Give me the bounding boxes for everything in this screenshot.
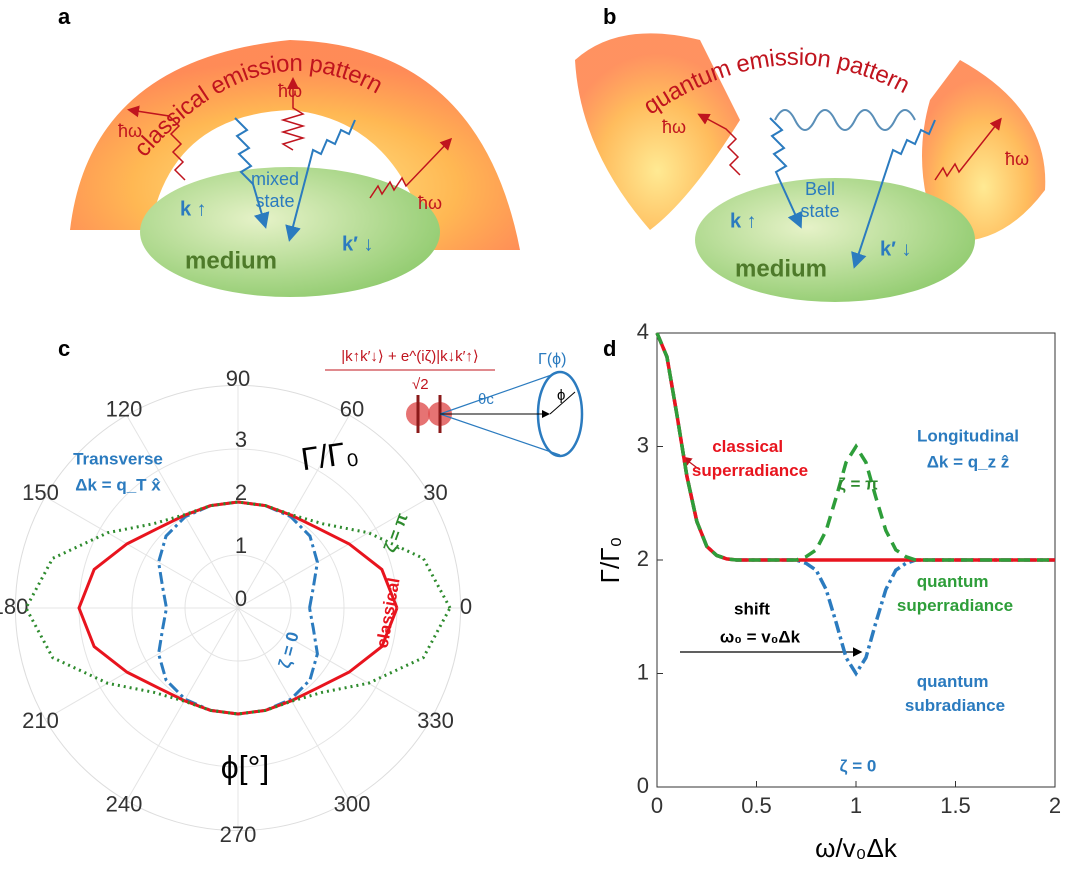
label-line: quantum <box>917 672 994 691</box>
annotation: shift <box>734 599 770 618</box>
x-axis-label: ω/v₀Δk <box>815 833 898 863</box>
theta-tick-label: 300 <box>334 791 371 816</box>
medium-label: medium <box>735 255 827 282</box>
photon-label: ħω <box>118 121 142 141</box>
annotation: Transverse <box>73 449 163 468</box>
y-axis-label: Γ/Γ₀ <box>595 537 625 584</box>
state-label: state <box>800 201 839 221</box>
panel-label: a <box>58 4 71 29</box>
theta-tick-label: 210 <box>22 708 59 733</box>
annotation: ω₀ = v₀Δk <box>720 627 801 646</box>
state-formula: |k↑k′↓⟩ + e^(iζ)|k↓k′↑⟩ <box>341 348 479 365</box>
y-tick-label: 1 <box>637 659 649 684</box>
photon-label: ħω <box>418 193 442 213</box>
theta-tick-label: 90 <box>226 366 250 391</box>
spoke <box>45 497 238 608</box>
annotation: Δk = q_T x̂ <box>75 475 161 494</box>
azimuth-label: ϕ <box>557 387 565 404</box>
theta-tick-label: 120 <box>106 396 143 421</box>
theta-tick-label: 330 <box>417 708 454 733</box>
annotation: Longitudinal <box>917 426 1019 445</box>
photon-label: ħω <box>278 81 302 101</box>
theta-tick-label: 270 <box>220 822 257 847</box>
r-axis-label: Γ/Γ₀ <box>299 434 361 478</box>
r-tick-label: 3 <box>235 427 247 452</box>
k-prime-label: k′ ↓ <box>342 233 373 255</box>
y-tick-label: 4 <box>637 319 649 344</box>
state-label: state <box>255 191 294 211</box>
x-tick-label: 0 <box>651 793 663 818</box>
label-line: classical <box>712 437 788 456</box>
entanglement <box>775 110 915 130</box>
spoke <box>238 497 431 608</box>
series-label: quantum subradiance <box>905 672 1005 715</box>
state-label: mixed <box>251 169 299 189</box>
theta-tick-label: 150 <box>22 480 59 505</box>
annotation: ζ = 0 <box>840 756 877 775</box>
cone-angle-label: θc <box>478 391 494 408</box>
x-tick-label: 2 <box>1049 793 1061 818</box>
series-label: ζ = π <box>380 511 412 555</box>
label-line: superradiance <box>897 596 1013 615</box>
annotation: Δk = q_z ẑ <box>927 452 1010 471</box>
theta-tick-label: 30 <box>423 480 447 505</box>
annotation: ζ = π <box>838 474 878 493</box>
theta-axis-label: ϕ[°] <box>221 749 270 785</box>
spoke <box>127 415 238 608</box>
x-tick-label: 1.5 <box>940 793 971 818</box>
photon-label: ħω <box>662 117 686 137</box>
y-tick-label: 3 <box>637 432 649 457</box>
theta-tick-label: 0 <box>460 594 472 619</box>
photon-label: ħω <box>1005 149 1029 169</box>
r-tick-label: 0 <box>235 586 247 611</box>
spoke <box>238 608 431 719</box>
theta-tick-label: 180 <box>0 594 28 619</box>
panel-label: b <box>603 4 616 29</box>
panel-b: b quantum emission pattern ħω ħω Bell st… <box>575 4 1045 302</box>
k-label: k ↑ <box>730 210 757 232</box>
series-label: classical <box>373 576 404 649</box>
x-tick-label: 1 <box>850 793 862 818</box>
medium-label: medium <box>185 247 277 274</box>
panel-a: a classical emission pattern ħω ħω ħω mi… <box>58 4 520 297</box>
series-label: quantum superradiance <box>897 572 1013 615</box>
spoke <box>45 608 238 719</box>
label-line: superradiance <box>692 461 808 480</box>
label-line: subradiance <box>905 696 1005 715</box>
rate-label: Γ(ϕ) <box>538 351 566 368</box>
panel-label: d <box>603 336 616 361</box>
theta-tick-label: 60 <box>340 396 364 421</box>
k-prime-label: k′ ↓ <box>880 238 911 260</box>
state-label: Bell <box>805 179 835 199</box>
line-series <box>657 333 1055 674</box>
figure: a classical emission pattern ħω ħω ħω mi… <box>0 0 1065 873</box>
series-label: ζ = 0 <box>275 630 303 670</box>
x-tick-label: 0.5 <box>741 793 772 818</box>
theta-tick-label: 240 <box>106 791 143 816</box>
state-norm: √2 <box>412 376 429 393</box>
panel-label: c <box>58 336 70 361</box>
k-label: k ↑ <box>180 198 207 220</box>
y-tick-label: 0 <box>637 773 649 798</box>
label-line: quantum <box>917 572 994 591</box>
y-tick-label: 2 <box>637 546 649 571</box>
series-label: classical superradiance <box>692 437 808 480</box>
r-tick-label: 1 <box>235 533 247 558</box>
